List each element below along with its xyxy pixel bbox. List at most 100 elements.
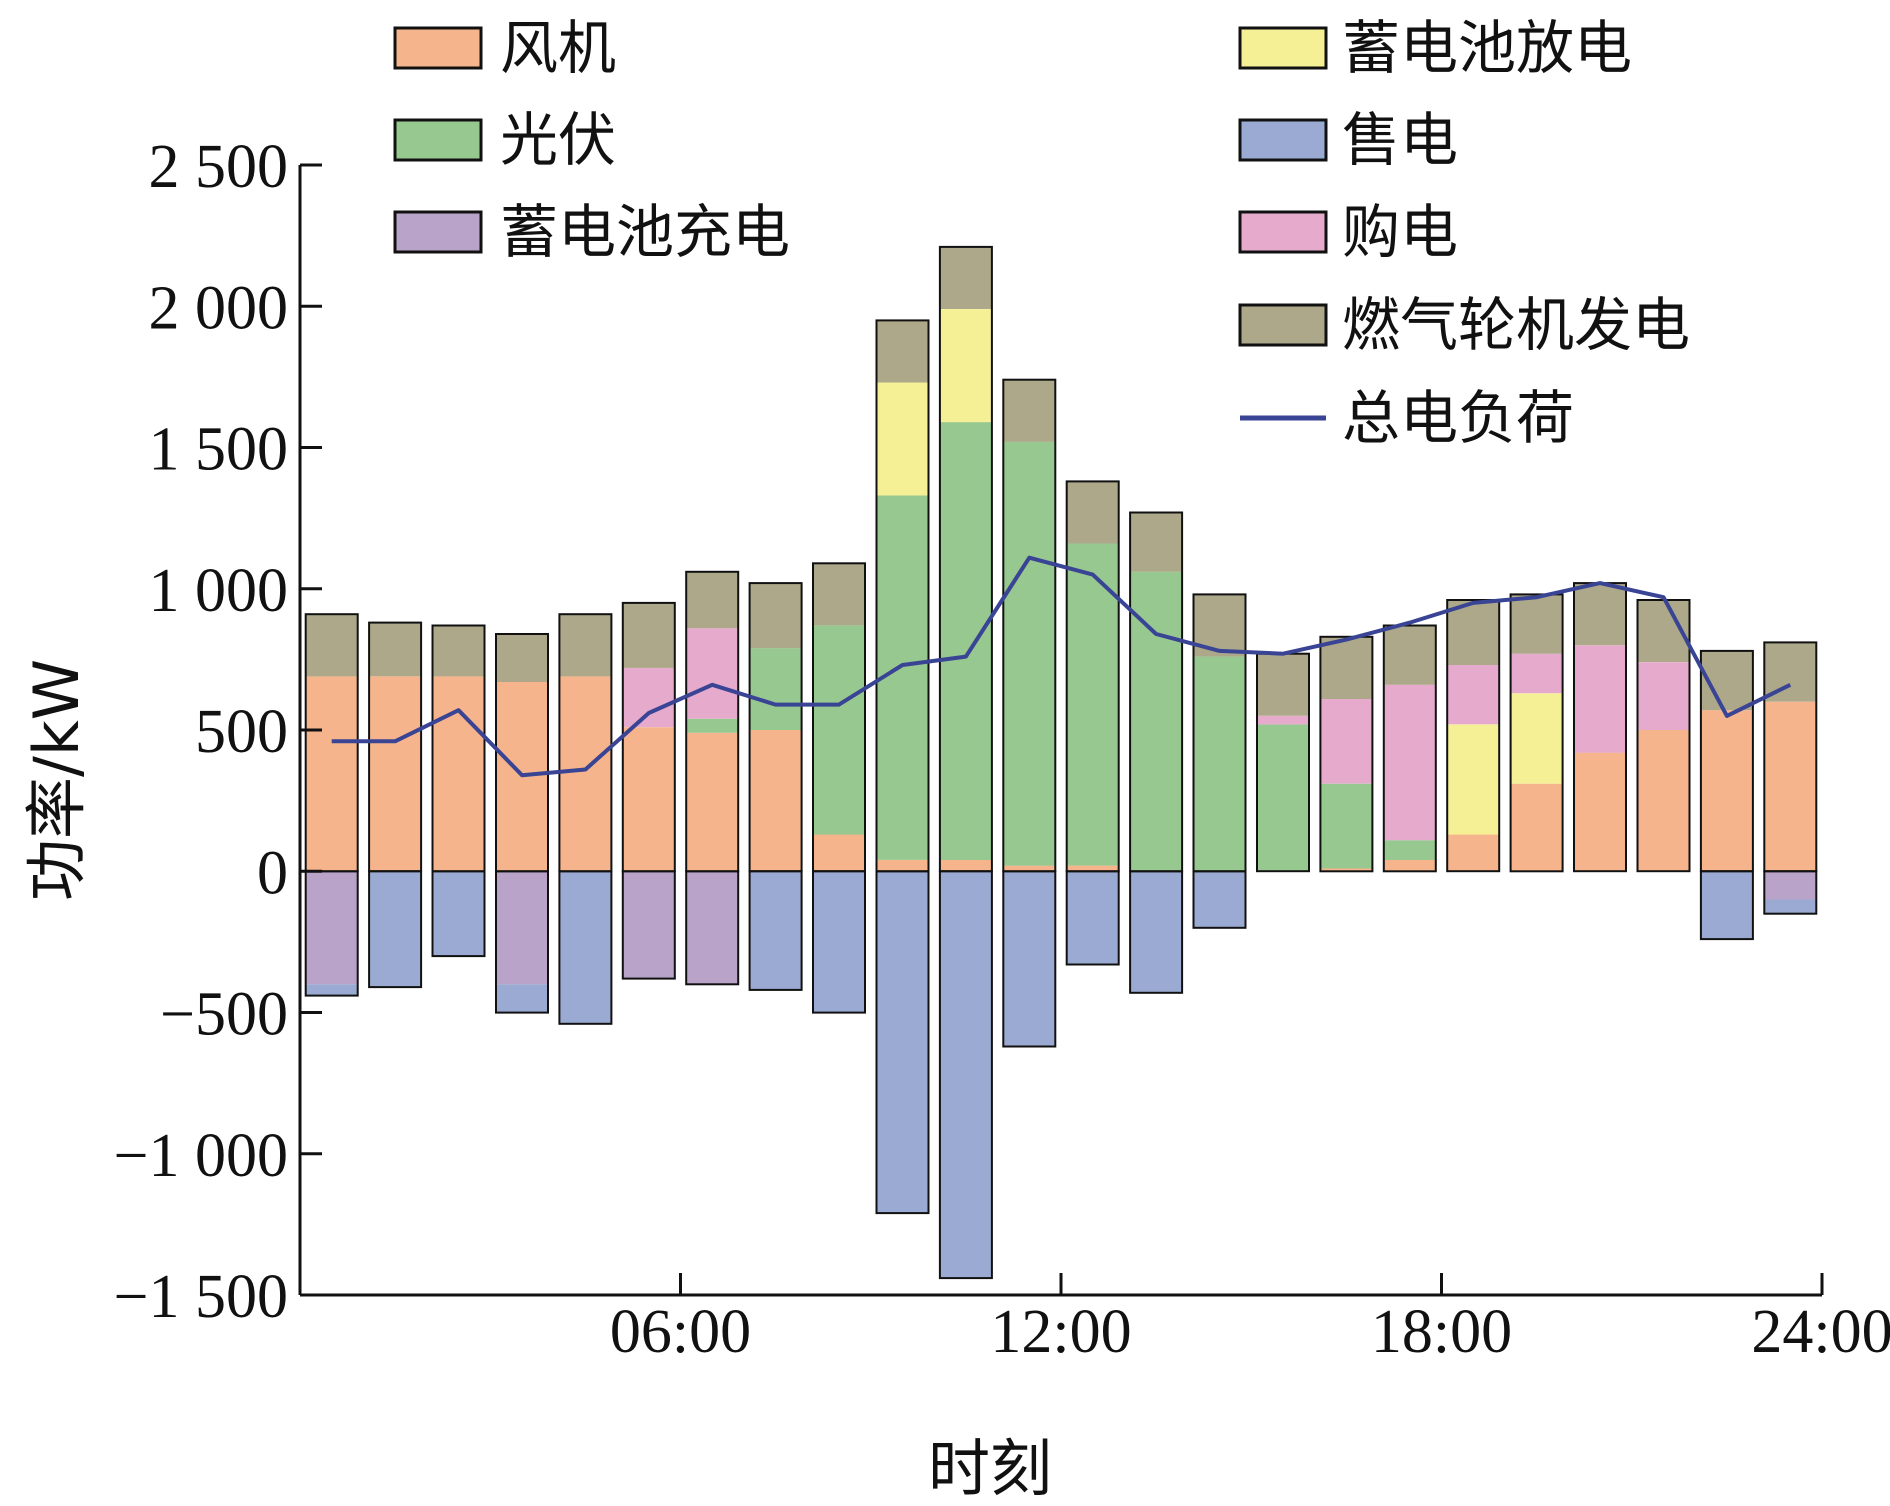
legend-swatch-gas [1238, 303, 1328, 347]
y-tick-label: 500 [195, 698, 288, 766]
bar-gas-h12 [1003, 379, 1056, 442]
legend-swatch-pv [393, 118, 483, 162]
bar-gas-h17 [1320, 636, 1373, 699]
bar-gas-h20 [1510, 594, 1563, 654]
x-axis-title: 时刻 [928, 1432, 1052, 1505]
bar-pv-h8 [749, 648, 802, 730]
bar-gas-h5 [559, 614, 612, 677]
bar-outline-neg-h5 [558, 870, 613, 1025]
bar-outline-neg-h8 [748, 870, 803, 991]
bar-gas-h10 [876, 320, 929, 383]
load-line [331, 555, 1792, 778]
bar-pv-h17 [1320, 783, 1373, 869]
bar-gas-h3 [432, 625, 485, 677]
bar-gas-h9 [813, 563, 865, 626]
bar-pv-h11 [939, 422, 992, 860]
bar-sell-h2 [369, 871, 422, 988]
bar-wind-h23 [1700, 710, 1753, 872]
bar-bat_charge-h6 [622, 871, 675, 979]
bar-gas-h21 [1574, 583, 1626, 646]
y-tick-label: 1 000 [149, 557, 289, 625]
bar-outline-neg-h23 [1699, 870, 1754, 941]
bar-wind-h12 [1003, 865, 1056, 872]
y-tick-label: −1 500 [114, 1263, 288, 1331]
bar-buy-h22 [1637, 662, 1690, 730]
bar-wind-h7 [686, 732, 739, 872]
bar-outline-neg-h1 [304, 870, 359, 997]
legend-label-bat_discharge: 蓄电池放电 [1342, 14, 1632, 82]
bar-sell-h3 [432, 871, 485, 957]
bar-gas-h18 [1383, 625, 1436, 685]
bar-gas-h11 [939, 246, 992, 309]
bar-bat_discharge-h19 [1447, 724, 1500, 835]
y-tick-label: −500 [160, 981, 288, 1049]
bar-sell-h1 [305, 984, 358, 996]
bar-sell-h23 [1700, 871, 1753, 940]
bar-pv-h18 [1383, 840, 1436, 860]
bar-bat_discharge-h20 [1510, 693, 1563, 784]
bar-gas-h16 [1257, 653, 1309, 716]
bar-pv-h9 [813, 625, 865, 835]
bar-gas-h2 [369, 622, 422, 677]
bar-wind-h22 [1637, 730, 1690, 872]
load-line-layer [331, 555, 1792, 778]
bar-buy-h20 [1510, 653, 1563, 694]
bar-sell-h14 [1130, 871, 1183, 993]
bar-outline-pos-h20 [1509, 593, 1564, 873]
bar-bat_discharge-h11 [939, 309, 992, 423]
bar-pv-h13 [1066, 543, 1119, 866]
bar-wind-h5 [559, 676, 612, 872]
bar-buy-h19 [1447, 665, 1500, 725]
bar-wind-h13 [1066, 865, 1119, 872]
bar-gas-h4 [496, 634, 548, 682]
bar-wind-h20 [1510, 783, 1563, 872]
bar-wind-h6 [622, 727, 675, 872]
bar-outline-neg-h2 [368, 870, 423, 989]
bar-outline-neg-h15 [1192, 870, 1247, 929]
bar-bat_charge-h4 [496, 871, 548, 985]
bar-pv-h12 [1003, 441, 1056, 866]
bar-bat_charge-h7 [686, 871, 739, 985]
bar-gas-h1 [305, 614, 358, 677]
bar-sell-h9 [813, 871, 865, 1013]
bar-wind-h17 [1320, 868, 1373, 872]
bar-gas-h7 [686, 571, 739, 629]
bar-outline-neg-h3 [431, 870, 486, 958]
bar-gas-h19 [1447, 600, 1500, 665]
legend-swatch-wind [393, 26, 483, 70]
legend-label-sell: 售电 [1342, 106, 1458, 174]
bar-bat_discharge-h10 [876, 382, 929, 496]
bar-sell-h12 [1003, 871, 1056, 1047]
bar-outline-neg-h24 [1763, 870, 1818, 915]
bar-outline-neg-h11 [938, 870, 993, 1280]
bar-wind-h11 [939, 860, 992, 872]
bar-wind-h10 [876, 860, 929, 872]
bar-sell-h10 [876, 871, 929, 1214]
y-tick-label: 2 000 [149, 274, 289, 342]
bar-gas-h6 [622, 602, 675, 668]
y-tick-label: 2 500 [149, 133, 289, 201]
bar-outline-neg-h6 [621, 870, 676, 980]
bar-sell-h5 [559, 871, 612, 1024]
x-tick-label: 06:00 [610, 1298, 751, 1366]
bar-buy-h17 [1320, 698, 1373, 784]
bar-outline-pos-h18 [1382, 624, 1437, 873]
x-tick-label: 24:00 [1751, 1298, 1890, 1366]
bar-wind-h19 [1447, 834, 1500, 872]
legend-swatch-bat_charge [393, 210, 483, 254]
bar-outline-pos-h17 [1319, 635, 1374, 873]
bar-buy-h16 [1257, 715, 1309, 725]
legend-label-pv: 光伏 [500, 106, 616, 174]
y-tick-label: 0 [257, 839, 288, 907]
bar-gas-h8 [749, 583, 802, 649]
bars-layer [304, 245, 1818, 1280]
bar-sell-h4 [496, 984, 548, 1013]
bar-bat_charge-h24 [1764, 871, 1817, 900]
y-tick-label: 1 500 [149, 416, 289, 484]
bar-outline-neg-h13 [1065, 870, 1120, 966]
bar-wind-h21 [1574, 752, 1626, 872]
bar-wind-h8 [749, 730, 802, 872]
x-ticks: 06:00 12:00 18:00 24:00 [610, 1273, 1890, 1366]
